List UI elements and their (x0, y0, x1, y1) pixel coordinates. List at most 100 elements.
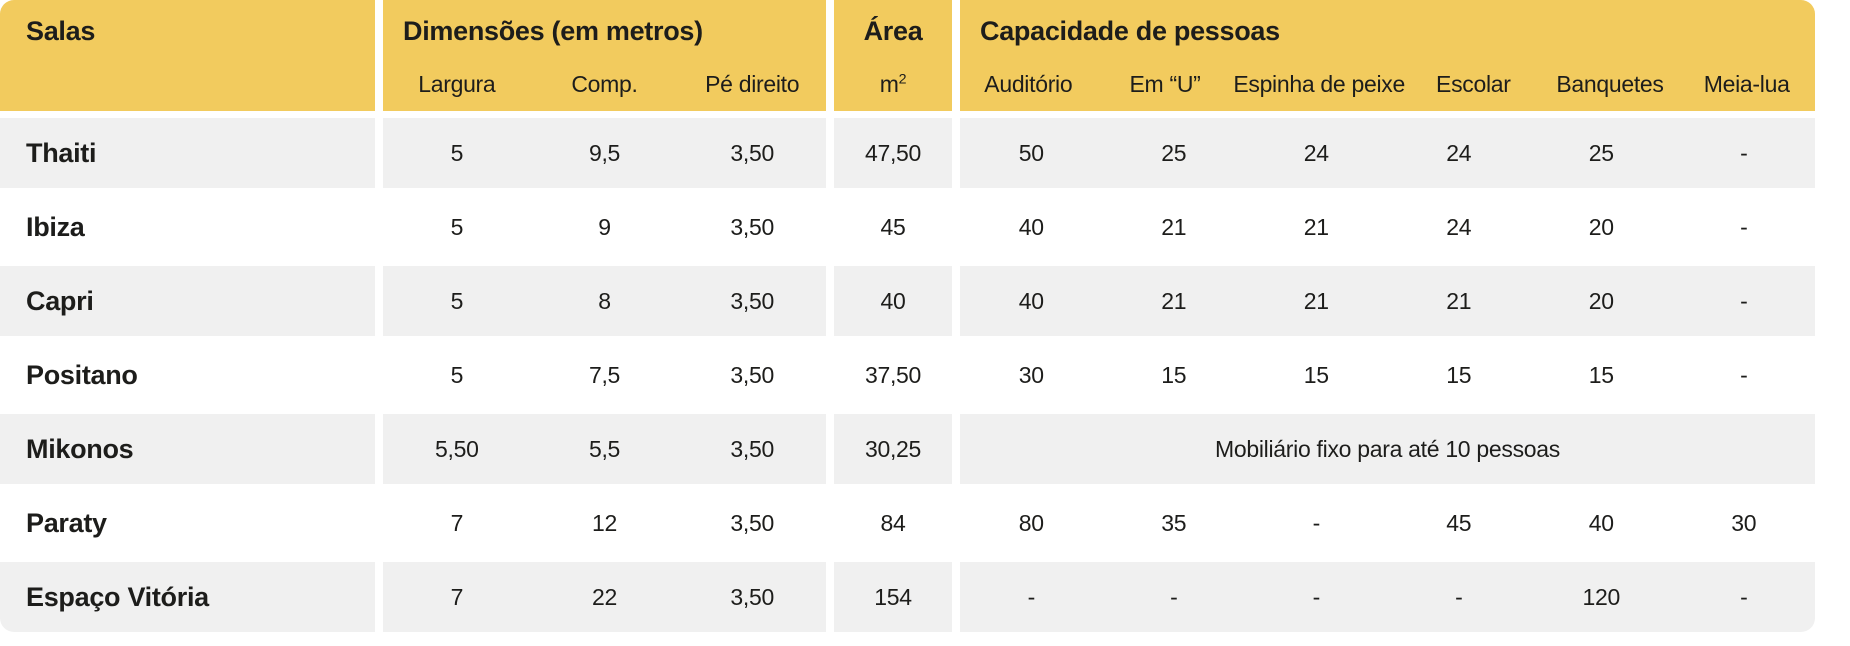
auditorio-value: 80 (1018, 509, 1044, 536)
em-u-value: 21 (1161, 213, 1187, 240)
auditorio-value: 30 (1018, 361, 1044, 388)
room-name: Positano (0, 340, 375, 410)
meia-lua-value: - (1740, 139, 1748, 166)
subheader-auditorio: Auditório (984, 71, 1073, 97)
em-u-value: 15 (1161, 361, 1187, 388)
meeting-rooms-table: Salas Dimensões (em metros) Largura Comp… (0, 0, 1815, 632)
subheader-largura: Largura (418, 71, 496, 97)
pe-direito-value: 3,50 (730, 583, 774, 610)
header-dimensions-subheaders: Largura Comp. Pé direito (383, 71, 826, 98)
area-cells: 154 (834, 562, 952, 632)
meia-lua-value: - (1740, 361, 1748, 388)
table-row: Mikonos 5,50 5,5 3,50 30,25 Mobiliário fixo p… (0, 414, 1815, 484)
largura-value: 7 (450, 509, 464, 536)
dimensions-cells: 7 22 3,50 (383, 562, 826, 632)
escolar-value: 21 (1446, 287, 1472, 314)
pe-direito-value: 3,50 (730, 361, 774, 388)
subheader-m2: m2 (879, 71, 907, 97)
espinha-de-peixe-value: - (1312, 509, 1321, 536)
area-cells: 47,50 (834, 118, 952, 188)
banquetes-value: 40 (1588, 509, 1614, 536)
pe-direito-value: 3,50 (730, 139, 774, 166)
capacity-cells: 40 21 21 24 20 - (960, 192, 1815, 262)
header-salas-label: Salas (26, 16, 96, 46)
table-row: Positano 5 7,5 3,50 37,50 30 15 15 15 15 - (0, 340, 1815, 410)
room-name: Espaço Vitória (0, 562, 375, 632)
espinha-de-peixe-value: 21 (1303, 287, 1329, 314)
dimensions-cells: 5 8 3,50 (383, 266, 826, 336)
header-area-label: Área (863, 16, 923, 46)
room-name: Ibiza (0, 192, 375, 262)
area-value: 154 (874, 583, 912, 610)
em-u-value: 35 (1161, 509, 1187, 536)
header-capacity-block: Capacidade de pessoas Auditório Em “U” E… (960, 0, 1815, 111)
room-name: Mikonos (0, 414, 375, 484)
dimensions-cells: 5 7,5 3,50 (383, 340, 826, 410)
header-dimensions-block: Dimensões (em metros) Largura Comp. Pé d… (383, 0, 826, 111)
banquetes-value: 15 (1588, 361, 1614, 388)
subheader-escolar: Escolar (1436, 71, 1511, 97)
comp-value: 22 (592, 583, 617, 610)
dimensions-cells: 5 9,5 3,50 (383, 118, 826, 188)
subheader-pe-direito: Pé direito (705, 71, 800, 97)
meia-lua-value: - (1740, 287, 1748, 314)
comp-value: 7,5 (588, 361, 621, 388)
comp-value: 9,5 (588, 139, 621, 166)
subheader-meia-lua: Meia-lua (1703, 71, 1790, 97)
header-area-block: Área m2 (834, 0, 952, 111)
area-cells: 37,50 (834, 340, 952, 410)
escolar-value: 15 (1446, 361, 1472, 388)
table-row: Capri 5 8 3,50 40 40 21 21 21 20- (0, 266, 1815, 336)
table-row: Thaiti 5 9,5 3,50 47,50 50 25 24 24 25 - (0, 118, 1815, 188)
subheader-espinha-de-peixe: Espinha de peixe (1233, 71, 1405, 97)
largura-value: 5 (450, 213, 464, 240)
espinha-de-peixe-value: 15 (1303, 361, 1329, 388)
pe-direito-value: 3,50 (730, 287, 774, 314)
area-value: 40 (880, 287, 906, 314)
area-value: 45 (880, 213, 906, 240)
room-name: Capri (0, 266, 375, 336)
room-name: Paraty (0, 488, 375, 558)
table-body: Thaiti 5 9,5 3,50 47,50 50 25 24 24 25- Ibiza 5 9 3,5… (0, 118, 1815, 632)
auditorio-value: 40 (1018, 213, 1044, 240)
table-header: Salas Dimensões (em metros) Largura Comp… (0, 0, 1815, 111)
meia-lua-value: - (1740, 583, 1748, 610)
header-area-subheader: m2 (834, 71, 952, 98)
banquetes-value: 120 (1582, 583, 1621, 610)
largura-value: 5 (450, 361, 464, 388)
dimensions-cells: 7 12 3,50 (383, 488, 826, 558)
comp-value: 8 (598, 287, 611, 314)
escolar-value: 24 (1446, 139, 1472, 166)
em-u-value: 21 (1161, 287, 1187, 314)
capacity-cells: Mobiliário fixo para até 10 pessoas (960, 414, 1815, 484)
espinha-de-peixe-value: 24 (1303, 139, 1329, 166)
comp-value: 12 (592, 509, 617, 536)
area-cells: 45 (834, 192, 952, 262)
meia-lua-value: 30 (1731, 509, 1757, 536)
area-value: 47,50 (864, 139, 922, 166)
escolar-value: - (1455, 583, 1463, 610)
capacity-cells: 80 35 - 45 40 30 (960, 488, 1815, 558)
capacity-note: Mobiliário fixo para até 10 pessoas (1215, 435, 1560, 462)
room-name: Thaiti (0, 118, 375, 188)
area-cells: 30,25 (834, 414, 952, 484)
largura-value: 7 (450, 583, 464, 610)
largura-value: 5 (450, 287, 464, 314)
largura-value: 5,50 (435, 435, 479, 462)
dimensions-cells: 5 9 3,50 (383, 192, 826, 262)
banquetes-value: 20 (1588, 213, 1614, 240)
largura-value: 5 (450, 139, 464, 166)
header-capacity-label: Capacidade de pessoas (980, 16, 1280, 46)
subheader-em-u: Em “U” (1129, 71, 1201, 97)
escolar-value: 24 (1446, 213, 1472, 240)
comp-value: 5,5 (588, 435, 621, 462)
banquetes-value: 25 (1588, 139, 1614, 166)
meia-lua-value: - (1740, 213, 1748, 240)
escolar-value: 45 (1446, 509, 1472, 536)
pe-direito-value: 3,50 (730, 435, 774, 462)
pe-direito-value: 3,50 (730, 509, 774, 536)
banquetes-value: 20 (1588, 287, 1614, 314)
espinha-de-peixe-value: 21 (1303, 213, 1329, 240)
auditorio-value: 40 (1018, 287, 1044, 314)
